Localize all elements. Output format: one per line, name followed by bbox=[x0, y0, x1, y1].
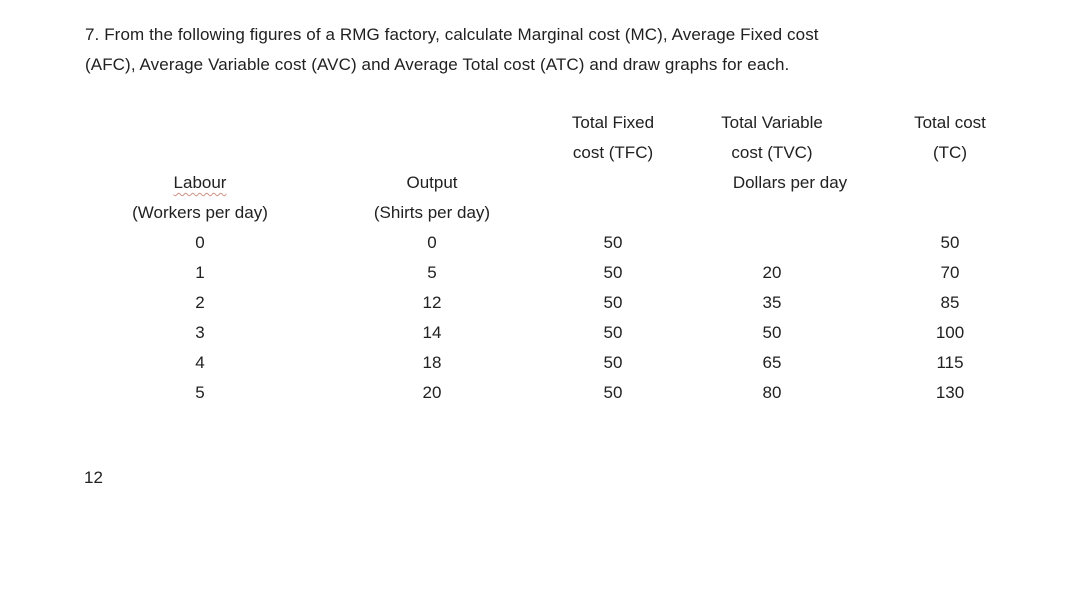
cell-labour: 2 bbox=[195, 293, 205, 312]
header-tvc-unit: Dollars per day bbox=[702, 168, 847, 198]
cell-empty bbox=[702, 198, 842, 228]
cell-empty bbox=[524, 168, 702, 198]
page-number: 12 bbox=[84, 468, 103, 487]
cell-tvc: 65 bbox=[762, 353, 782, 372]
cell-tvc: 50 bbox=[762, 323, 782, 342]
cell-tvc: 35 bbox=[762, 293, 782, 312]
cell-tc: 100 bbox=[935, 323, 965, 342]
header-labour: Labour bbox=[60, 168, 340, 198]
cell-empty bbox=[60, 108, 340, 138]
cell-labour: 3 bbox=[195, 323, 205, 342]
cell-tc: 50 bbox=[940, 233, 960, 252]
cell-tfc: 50 bbox=[603, 233, 623, 252]
question-line-2: (AFC), Average Variable cost (AVC) and A… bbox=[85, 55, 790, 74]
cell-labour: 5 bbox=[195, 383, 205, 402]
cell-empty bbox=[340, 138, 524, 168]
question-text: 7. From the following figures of a RMG f… bbox=[85, 20, 819, 80]
header-labour-label: Labour bbox=[173, 173, 227, 192]
cell-tc: 130 bbox=[935, 383, 965, 402]
cell-tfc: 50 bbox=[603, 323, 623, 342]
cell-output: 14 bbox=[422, 323, 442, 342]
header-tfc-line1: Total Fixed bbox=[571, 113, 655, 132]
cell-tfc: 50 bbox=[603, 293, 623, 312]
header-tvc-line1: Total Variable bbox=[721, 113, 823, 132]
cell-tc: 115 bbox=[936, 353, 964, 372]
cell-labour: 4 bbox=[195, 353, 205, 372]
header-tvc-line2: cost (TVC) bbox=[731, 143, 813, 162]
cell-output: 5 bbox=[427, 263, 437, 282]
header-tvc-unit-label: Dollars per day bbox=[732, 173, 848, 192]
header-tc-line1: Total cost bbox=[914, 113, 986, 132]
cell-empty bbox=[524, 198, 702, 228]
cell-empty bbox=[60, 138, 340, 168]
cell-labour: 1 bbox=[195, 263, 205, 282]
header-output: Output bbox=[406, 173, 458, 192]
header-output-sub: (Shirts per day) bbox=[373, 203, 491, 222]
header-labour-sub: (Workers per day) bbox=[132, 203, 268, 222]
cell-tfc: 50 bbox=[603, 383, 623, 402]
header-tc-line2: (TC) bbox=[933, 143, 967, 162]
cell-empty bbox=[340, 108, 524, 138]
cell-tc: 70 bbox=[940, 263, 960, 282]
cell-tfc: 50 bbox=[603, 263, 623, 282]
cell-output: 20 bbox=[422, 383, 442, 402]
cell-tvc: 80 bbox=[762, 383, 782, 402]
cell-tfc: 50 bbox=[603, 353, 623, 372]
cell-output: 12 bbox=[422, 293, 442, 312]
question-line-1: 7. From the following figures of a RMG f… bbox=[85, 25, 819, 44]
cell-tvc: 20 bbox=[762, 263, 782, 282]
cell-empty bbox=[842, 198, 1058, 228]
cell-tc: 85 bbox=[940, 293, 960, 312]
header-tfc-line2: cost (TFC) bbox=[572, 143, 654, 162]
cell-output: 0 bbox=[427, 233, 437, 252]
cost-table: Total Fixed Total Variable Total cost co… bbox=[60, 108, 1058, 408]
cell-empty bbox=[842, 168, 1058, 198]
cell-labour: 0 bbox=[195, 233, 205, 252]
cell-tvc bbox=[702, 228, 842, 258]
cell-output: 18 bbox=[422, 353, 442, 372]
